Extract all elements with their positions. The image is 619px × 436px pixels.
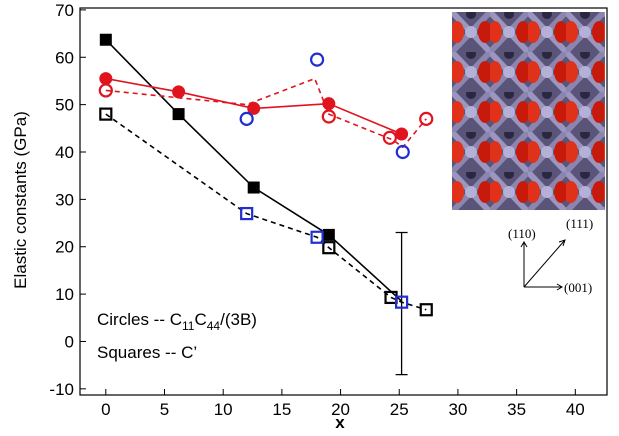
note-part: 44 [207, 319, 221, 333]
data-point [311, 54, 323, 66]
data-point [323, 110, 335, 122]
y-tick-label: 70 [55, 1, 74, 20]
y-tick-label: 10 [55, 285, 74, 304]
direction-arrows [521, 240, 565, 290]
crystal-inset [452, 12, 605, 210]
x-tick-label: 5 [160, 400, 169, 419]
note: Squares -- C’ [97, 343, 197, 362]
note-part: 11 [182, 319, 195, 333]
note: Circles -- C11C44/(3B) [97, 310, 257, 333]
y-tick-label: -10 [49, 380, 74, 399]
data-point [396, 128, 408, 140]
data-point [323, 98, 335, 110]
y-tick-label: 50 [55, 96, 74, 115]
data-point [173, 109, 184, 120]
series-line [106, 40, 402, 301]
y-tick-label: 40 [55, 143, 74, 162]
x-tick-label: 0 [101, 400, 110, 419]
direction-label: (001) [564, 280, 592, 295]
x-tick-label: 40 [566, 400, 585, 419]
x-tick-label: 35 [507, 400, 526, 419]
chart: (110) (111) (001) Circles -- C11C44/(3B)… [0, 0, 619, 436]
data-point [241, 113, 253, 125]
y-tick-label: 60 [55, 48, 74, 67]
note-part: Circles -- C [97, 310, 182, 329]
x-tick-label: 25 [390, 400, 409, 419]
y-tick-label: 0 [65, 332, 74, 351]
y-tick-label: 30 [55, 190, 74, 209]
x-tick-label: 15 [272, 400, 291, 419]
data-point [100, 34, 111, 45]
direction-label: (111) [566, 216, 593, 231]
note-part: /(3B) [220, 310, 257, 329]
data-point [173, 86, 185, 98]
data-point [384, 132, 396, 144]
data-point [100, 73, 112, 85]
y-tick-label: 20 [55, 238, 74, 257]
data-point [248, 182, 259, 193]
direction-label: (110) [508, 226, 536, 241]
x-tick-label: 10 [214, 400, 233, 419]
y-axis-label: Elastic constants (GPa) [11, 111, 30, 289]
x-tick-label: 30 [448, 400, 467, 419]
note-part: C [194, 310, 206, 329]
x-tick-label: 20 [331, 400, 350, 419]
data-point [323, 229, 334, 240]
